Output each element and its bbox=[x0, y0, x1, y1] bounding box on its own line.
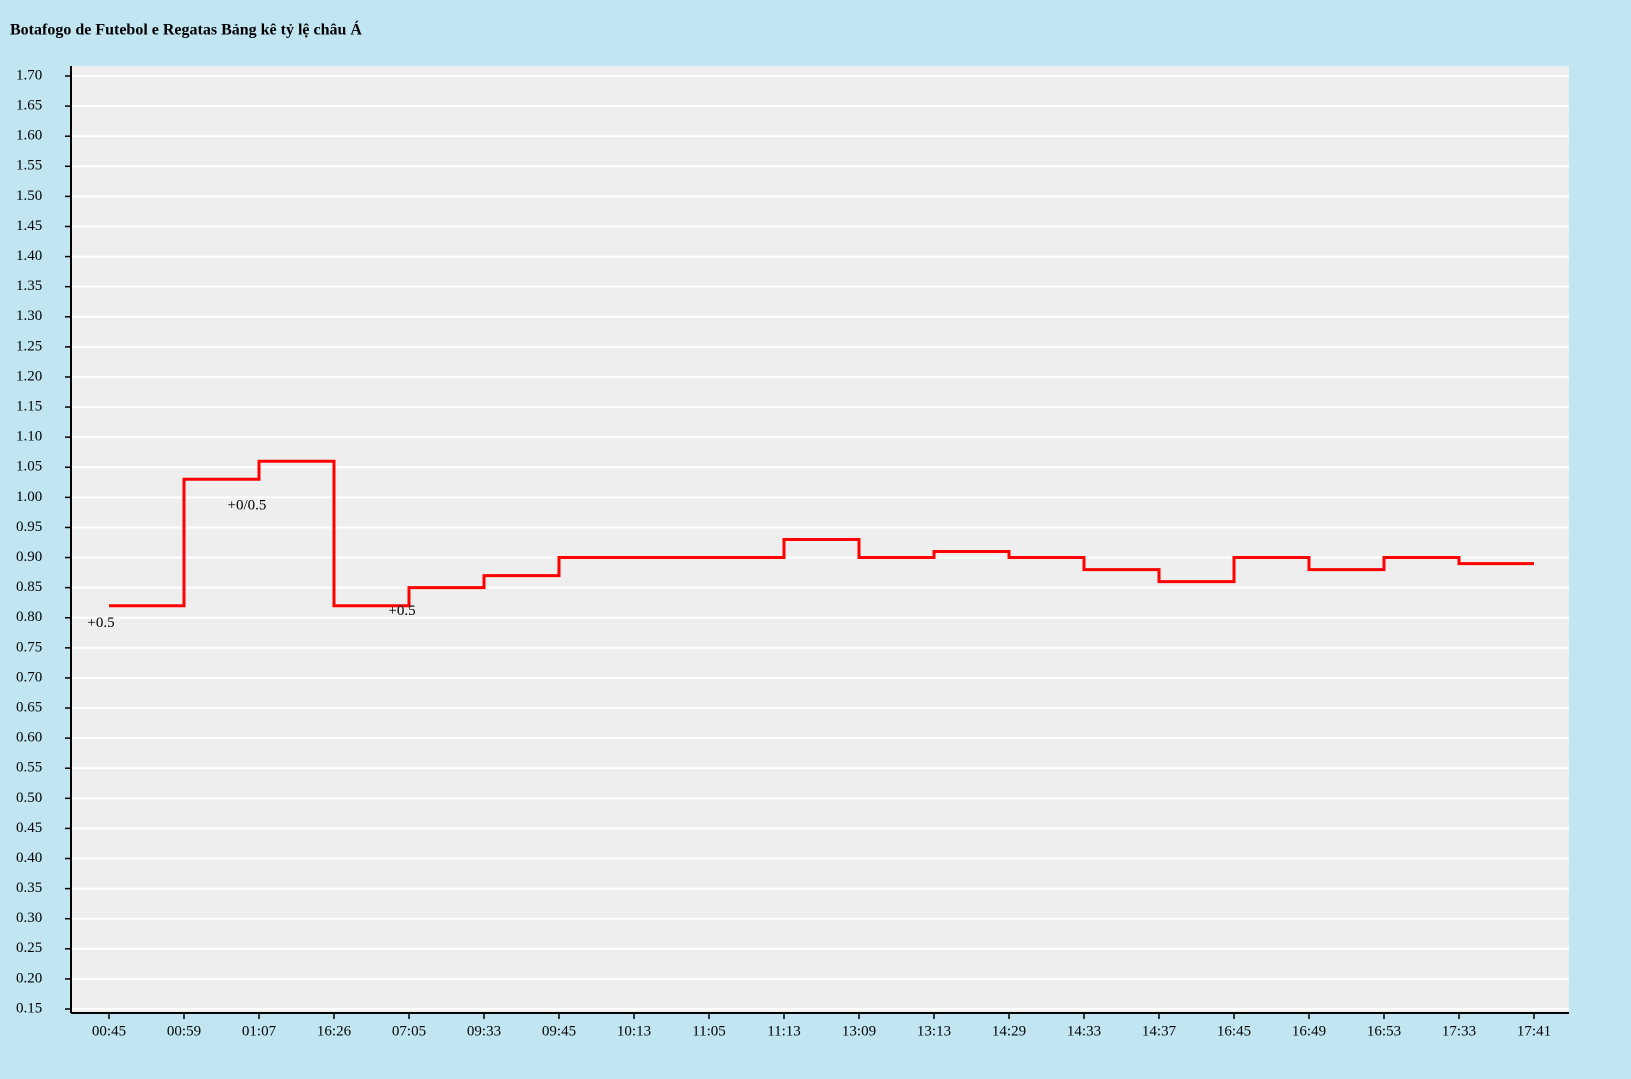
x-tick-label: 13:13 bbox=[917, 1023, 951, 1039]
x-tick-label: 09:45 bbox=[542, 1023, 576, 1039]
x-tick-label: 13:09 bbox=[842, 1023, 876, 1039]
y-tick-label: 0.70 bbox=[16, 669, 42, 685]
y-tick-label: 1.40 bbox=[16, 248, 42, 264]
y-tick-label: 0.30 bbox=[16, 910, 42, 926]
x-tick-label: 00:59 bbox=[167, 1023, 201, 1039]
y-tick-label: 0.40 bbox=[16, 850, 42, 866]
y-tick-label: 1.70 bbox=[16, 67, 42, 83]
x-tick-label: 10:13 bbox=[617, 1023, 651, 1039]
annotation: +0.5 bbox=[87, 615, 114, 631]
y-tick-label: 0.65 bbox=[16, 699, 42, 715]
y-tick-label: 1.55 bbox=[16, 158, 42, 174]
y-tick-label: 1.10 bbox=[16, 429, 42, 445]
chart-title: Botafogo de Futebol e Regatas Bảng kê tỷ… bbox=[10, 20, 362, 39]
y-tick-label: 1.25 bbox=[16, 338, 42, 354]
annotation: +0/0.5 bbox=[228, 498, 267, 514]
y-tick-label: 0.35 bbox=[16, 880, 42, 896]
y-tick-label: 0.45 bbox=[16, 820, 42, 836]
y-tick-label: 0.50 bbox=[16, 790, 42, 806]
x-tick-label: 14:37 bbox=[1142, 1023, 1177, 1039]
x-tick-label: 16:26 bbox=[317, 1023, 352, 1039]
y-tick-label: 1.15 bbox=[16, 399, 42, 415]
y-tick-label: 0.75 bbox=[16, 639, 42, 655]
x-tick-label: 00:45 bbox=[92, 1023, 126, 1039]
y-tick-label: 0.55 bbox=[16, 760, 42, 776]
y-tick-label: 1.05 bbox=[16, 459, 42, 475]
x-tick-label: 14:29 bbox=[992, 1023, 1026, 1039]
y-tick-label: 1.20 bbox=[16, 368, 42, 384]
x-tick-label: 16:53 bbox=[1367, 1023, 1401, 1039]
y-tick-label: 0.15 bbox=[16, 1000, 42, 1016]
annotation: +0.5 bbox=[388, 603, 415, 619]
y-tick-label: 0.60 bbox=[16, 730, 42, 746]
y-tick-label: 1.60 bbox=[16, 128, 42, 144]
x-tick-label: 01:07 bbox=[242, 1023, 277, 1039]
y-tick-label: 1.45 bbox=[16, 218, 42, 234]
x-tick-label: 11:13 bbox=[767, 1023, 801, 1039]
y-tick-label: 0.20 bbox=[16, 970, 42, 986]
x-tick-label: 11:05 bbox=[692, 1023, 726, 1039]
y-tick-label: 0.80 bbox=[16, 609, 42, 625]
y-tick-label: 1.35 bbox=[16, 278, 42, 294]
y-tick-label: 0.25 bbox=[16, 940, 42, 956]
x-tick-label: 09:33 bbox=[467, 1023, 501, 1039]
step-line bbox=[109, 459, 1534, 608]
y-tick-label: 1.30 bbox=[16, 308, 42, 324]
x-tick-label: 17:41 bbox=[1517, 1023, 1551, 1039]
y-tick-label: 1.50 bbox=[16, 188, 42, 204]
x-tick-label: 16:45 bbox=[1217, 1023, 1251, 1039]
y-tick-label: 0.85 bbox=[16, 579, 42, 595]
y-tick-label: 0.90 bbox=[16, 549, 42, 565]
y-tick-label: 1.65 bbox=[16, 98, 42, 114]
y-tick-label: 0.95 bbox=[16, 519, 42, 535]
x-tick-label: 16:49 bbox=[1292, 1023, 1326, 1039]
x-tick-label: 07:05 bbox=[392, 1023, 426, 1039]
y-tick-label: 1.00 bbox=[16, 489, 42, 505]
x-tick-label: 14:33 bbox=[1067, 1023, 1101, 1039]
x-tick-label: 17:33 bbox=[1442, 1023, 1476, 1039]
